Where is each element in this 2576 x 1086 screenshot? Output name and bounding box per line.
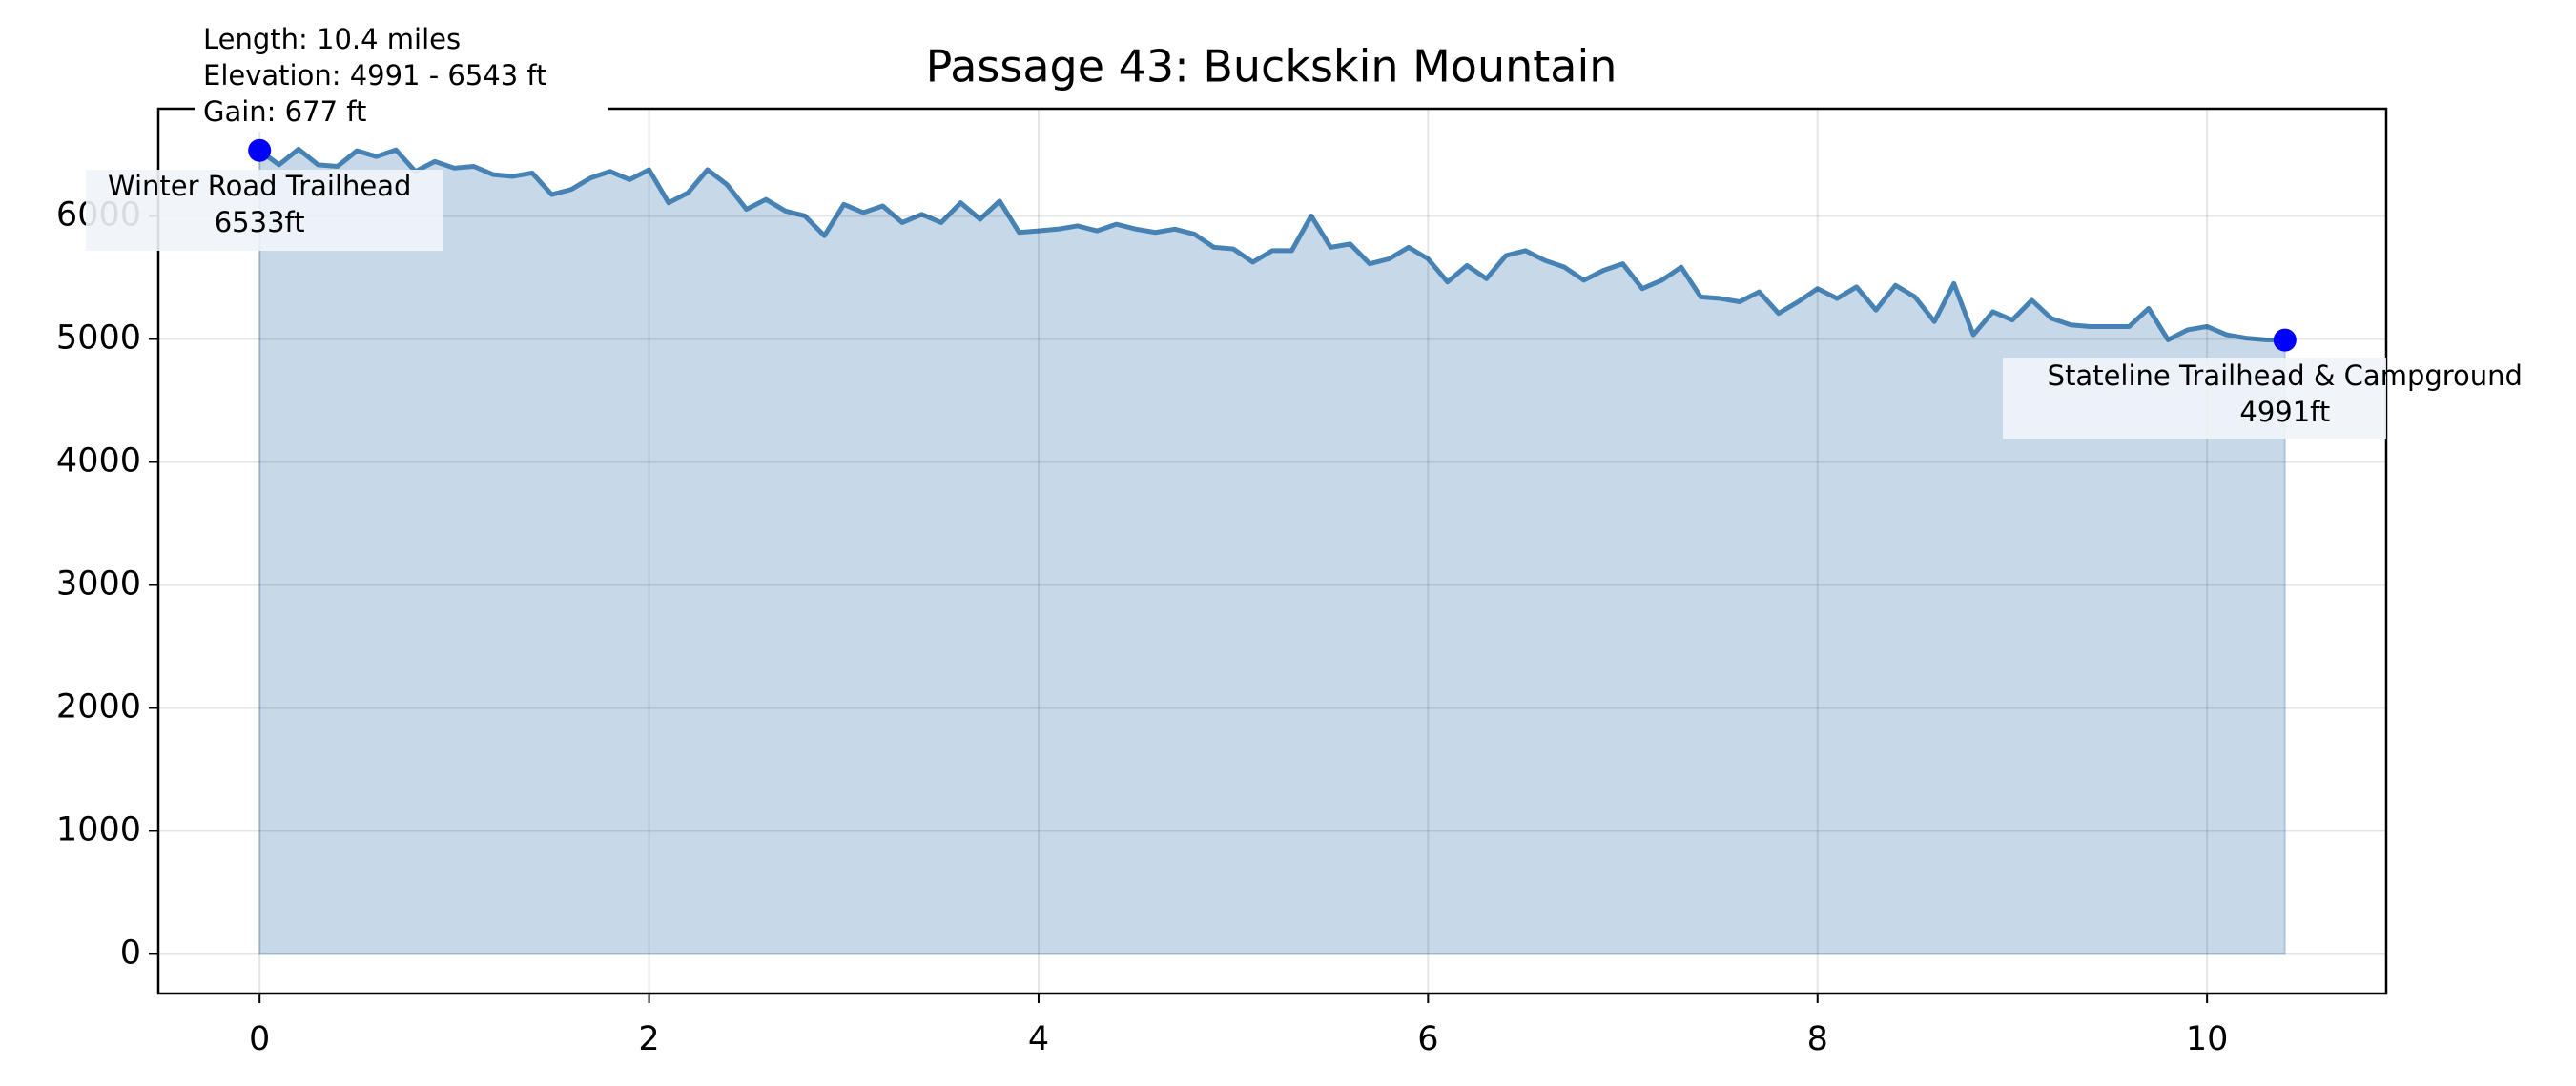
elevation-line bbox=[258, 146, 2285, 343]
marker-name: Stateline Trailhead & Campground bbox=[2048, 359, 2523, 392]
x-tick-label: 0 bbox=[249, 1020, 270, 1058]
info-text: Elevation: 4991 - 6543 ft bbox=[203, 59, 547, 92]
y-tick-label: 1000 bbox=[56, 810, 141, 849]
trailhead-marker bbox=[2273, 328, 2297, 352]
x-tick-label: 10 bbox=[2186, 1020, 2229, 1058]
x-tick-label: 8 bbox=[1807, 1020, 1828, 1058]
y-tick-label: 3000 bbox=[56, 564, 141, 603]
y-tick-label: 2000 bbox=[56, 687, 141, 726]
marker-elevation: 6533ft bbox=[215, 206, 305, 238]
area-fill bbox=[258, 148, 2286, 955]
axes-frame bbox=[156, 107, 2388, 995]
marker-name: Winter Road Trailhead bbox=[108, 170, 411, 202]
y-tick-label: 4000 bbox=[56, 441, 141, 480]
marker-label-box bbox=[86, 170, 443, 251]
x-tick-label: 4 bbox=[1028, 1020, 1049, 1058]
trailhead-marker bbox=[248, 138, 272, 162]
y-tick-label: 5000 bbox=[56, 318, 141, 357]
chart-title: Passage 43: Buckskin Mountain bbox=[926, 41, 1618, 92]
y-tick-label: 0 bbox=[120, 933, 141, 972]
info-text: Length: 10.4 miles bbox=[203, 23, 461, 55]
x-tick-label: 6 bbox=[1417, 1020, 1438, 1058]
marker-elevation: 4991ft bbox=[2239, 396, 2330, 428]
info-box bbox=[195, 13, 608, 132]
marker-label-box bbox=[2003, 358, 2386, 439]
x-tick-label: 2 bbox=[638, 1020, 659, 1058]
info-text: Gain: 677 ft bbox=[203, 95, 366, 128]
